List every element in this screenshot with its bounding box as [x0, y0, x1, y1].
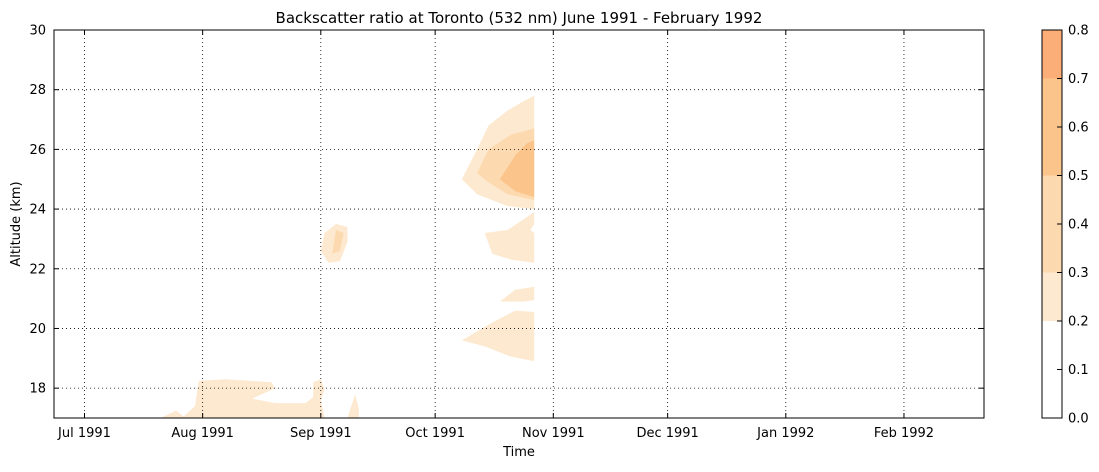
plot-frame [53, 29, 985, 419]
colorbar: 0.0 0.1 0.2 0.3 0.4 0.5 0.6 0.7 0.8 [1041, 24, 1089, 427]
y-tick-label: 24 [29, 203, 46, 218]
contour-region-4 [332, 230, 344, 254]
colorbar-band-2 [1042, 321, 1062, 370]
contour-region-8 [484, 212, 535, 263]
colorbar-band-5 [1042, 175, 1062, 224]
x-tick-label: Feb 1992 [874, 426, 934, 441]
x-axis-label: Time [502, 445, 535, 460]
colorbar-tick-label: 0.8 [1068, 24, 1089, 39]
x-tick-label: Nov 1991 [522, 426, 585, 441]
colorbar-band-4 [1042, 224, 1062, 273]
x-axis-ticks: Jul 1991 Aug 1991 Sep 1991 Oct 1991 Nov 1991… [57, 30, 934, 441]
x-tick-label: Jul 1991 [57, 426, 111, 441]
y-tick-label: 26 [29, 143, 46, 158]
y-tick-label: 22 [29, 262, 46, 277]
contour-region-10 [461, 310, 535, 362]
colorbar-tick-label: 0.0 [1068, 412, 1089, 427]
colorbar-tick-label: 0.7 [1068, 72, 1089, 87]
y-tick-label: 20 [29, 322, 46, 337]
chart-title: Backscatter ratio at Toronto (532 nm) Ju… [276, 9, 763, 27]
y-tick-label: 28 [29, 83, 46, 98]
colorbar-band-3 [1042, 272, 1062, 321]
contour-region-1 [160, 379, 325, 418]
x-tick-label: Sep 1991 [290, 426, 352, 441]
colorbar-tick-label: 0.3 [1068, 266, 1089, 281]
y-axis-ticks: 18 20 22 24 26 28 30 [29, 24, 984, 397]
y-axis-label: Altitude (km) [9, 181, 24, 266]
colorbar-band-6 [1042, 127, 1062, 176]
colorbar-band-8 [1042, 30, 1062, 79]
x-tick-label: Jan 1992 [756, 426, 814, 441]
contour-region-7 [499, 140, 535, 198]
y-tick-label: 18 [29, 382, 46, 397]
colorbar-tick-label: 0.1 [1068, 363, 1089, 378]
colorbar-tick-label: 0.6 [1068, 121, 1089, 136]
contour-regions [160, 95, 535, 418]
y-tick-label: 30 [29, 24, 46, 39]
colorbar-tick-label: 0.4 [1068, 218, 1089, 233]
colorbar-band-1 [1042, 369, 1062, 418]
contour-region-2 [347, 394, 359, 418]
colorbar-tick-label: 0.5 [1068, 169, 1089, 184]
x-tick-label: Dec 1991 [636, 426, 698, 441]
x-tick-label: Aug 1991 [171, 426, 234, 441]
colorbar-tick-label: 0.2 [1068, 315, 1089, 330]
grid-lines [54, 30, 984, 418]
x-tick-label: Oct 1991 [405, 426, 465, 441]
colorbar-band-7 [1042, 78, 1062, 127]
contour-region-9 [499, 286, 535, 302]
